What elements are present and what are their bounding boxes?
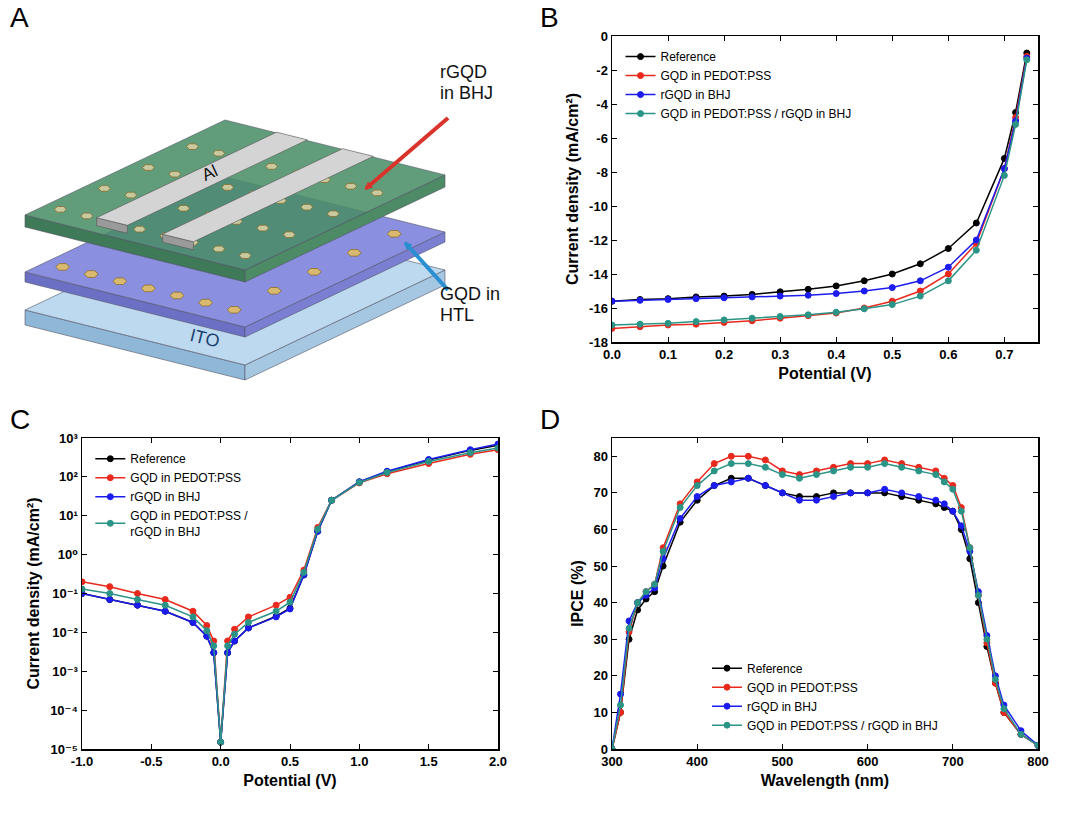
svg-text:-12: -12 [589,233,608,248]
svg-text:Potential (V): Potential (V) [778,365,871,382]
svg-text:-8: -8 [596,165,608,180]
svg-text:300: 300 [601,754,623,769]
svg-text:0.7: 0.7 [995,347,1013,362]
svg-text:rGQD in BHJ: rGQD in BHJ [661,88,731,102]
svg-text:10³: 10³ [59,431,78,446]
svg-text:-1.0: -1.0 [71,754,93,769]
svg-text:Al: Al [199,161,221,185]
svg-text:0.0: 0.0 [603,347,621,362]
svg-text:Reference: Reference [747,662,803,676]
svg-text:0.4: 0.4 [827,347,846,362]
svg-text:GQD in PEDOT:PSS / rGQD in BHJ: GQD in PEDOT:PSS / rGQD in BHJ [747,719,938,733]
svg-text:70: 70 [593,485,607,500]
svg-text:ITO: ITO [188,325,222,352]
html-text:B: B [540,2,559,33]
svg-text:rGQD in BHJ: rGQD in BHJ [130,490,200,504]
svg-text:0.2: 0.2 [715,347,733,362]
svg-text:Potential (V): Potential (V) [243,772,336,789]
html-text:A: A [10,2,29,33]
svg-text:0.5: 0.5 [281,754,299,769]
svg-text:GQD in PEDOT:PSS /rGQD in BHJ: GQD in PEDOT:PSS /rGQD in BHJ [130,509,248,539]
svg-text:10⁻¹: 10⁻¹ [52,586,78,601]
svg-text:10¹: 10¹ [59,508,78,523]
svg-text:GQD in PEDOT:PSS / rGQD in BHJ: GQD in PEDOT:PSS / rGQD in BHJ [661,107,852,121]
svg-text:10⁻²: 10⁻² [52,625,78,640]
svg-text:2.0: 2.0 [489,754,507,769]
svg-text:1.0: 1.0 [350,754,368,769]
svg-text:0.0: 0.0 [212,754,230,769]
svg-text:GQD in PEDOT:PSS: GQD in PEDOT:PSS [130,471,241,485]
svg-text:0.5: 0.5 [883,347,901,362]
svg-text:GQD in PEDOT:PSS: GQD in PEDOT:PSS [661,69,772,83]
svg-text:10⁻³: 10⁻³ [52,664,78,679]
svg-text:rGQD in BHJ: rGQD in BHJ [747,700,817,714]
svg-text:Current density (mA/cm²): Current density (mA/cm²) [564,93,581,285]
svg-text:500: 500 [772,754,794,769]
svg-text:-16: -16 [589,301,608,316]
svg-text:Wavelength (nm): Wavelength (nm) [761,772,889,789]
svg-text:0.1: 0.1 [659,347,677,362]
svg-text:800: 800 [1027,754,1049,769]
html-text:D: D [540,404,561,435]
svg-text:20: 20 [593,668,607,683]
svg-text:Reference: Reference [130,452,186,466]
svg-text:0.6: 0.6 [939,347,957,362]
svg-text:0: 0 [601,742,608,757]
svg-text:-18: -18 [589,335,608,350]
svg-text:10²: 10² [59,469,78,484]
svg-text:60: 60 [593,522,607,537]
svg-text:-0.5: -0.5 [140,754,162,769]
svg-text:-2: -2 [596,63,608,78]
svg-text:10: 10 [593,705,607,720]
svg-text:-6: -6 [596,131,608,146]
svg-text:0.3: 0.3 [771,347,789,362]
svg-text:Current density (mA/cm²): Current density (mA/cm²) [25,497,42,689]
html-text:C: C [10,404,31,435]
svg-text:10⁰: 10⁰ [58,547,78,562]
svg-text:-14: -14 [589,267,609,282]
svg-text:-4: -4 [596,97,608,112]
svg-text:Reference: Reference [661,50,717,64]
svg-text:30: 30 [593,632,607,647]
svg-text:10⁻⁵: 10⁻⁵ [50,742,77,757]
svg-text:80: 80 [593,449,607,464]
svg-text:10⁻⁴: 10⁻⁴ [50,703,78,718]
svg-text:-10: -10 [589,199,608,214]
svg-text:GQD in PEDOT:PSS: GQD in PEDOT:PSS [747,681,858,695]
svg-text:600: 600 [857,754,879,769]
svg-text:400: 400 [686,754,708,769]
svg-text:700: 700 [942,754,964,769]
svg-text:40: 40 [593,595,607,610]
svg-text:1.5: 1.5 [420,754,438,769]
svg-text:GQD inHTL: GQD inHTL [440,284,500,325]
svg-text:50: 50 [593,559,607,574]
svg-text:IPCE (%): IPCE (%) [569,560,586,627]
svg-text:rGQDin BHJ: rGQDin BHJ [440,62,493,103]
svg-text:0: 0 [601,29,608,44]
